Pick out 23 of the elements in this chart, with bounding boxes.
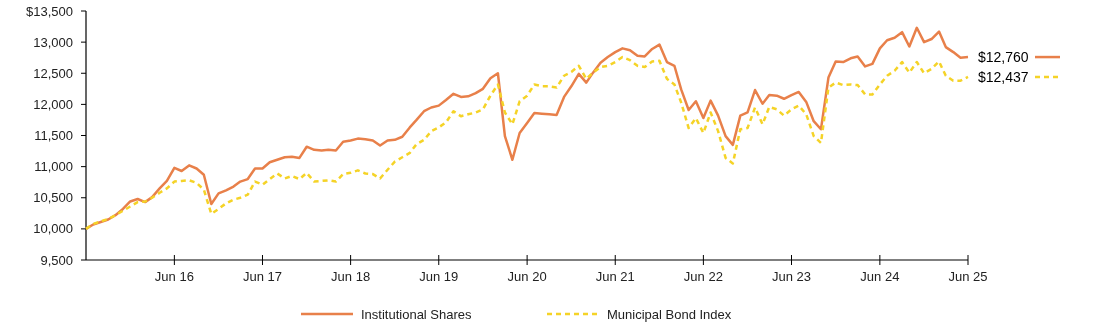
x-tick-label: Jun 25 bbox=[948, 269, 988, 284]
x-tick-label: Jun 22 bbox=[683, 269, 723, 284]
y-tick-label: 10,500 bbox=[33, 190, 73, 206]
y-tick-label: 9,500 bbox=[40, 252, 73, 268]
y-tick-label: 11,500 bbox=[34, 128, 73, 144]
x-tick-label: Jun 18 bbox=[331, 269, 371, 284]
x-tick-label: Jun 20 bbox=[507, 269, 547, 284]
legend-label: Municipal Bond Index bbox=[607, 306, 732, 322]
y-tick-label: 12,500 bbox=[33, 65, 73, 81]
y-tick-label: 11,000 bbox=[34, 159, 73, 175]
x-tick-label: Jun 21 bbox=[595, 269, 635, 284]
x-tick-label: Jun 23 bbox=[771, 269, 812, 284]
text: $12,760 bbox=[978, 48, 1029, 65]
y-tick-label: 13,000 bbox=[33, 34, 73, 50]
y-tick-label: $13,500 bbox=[26, 3, 73, 19]
x-tick-label: Jun 24 bbox=[860, 269, 900, 284]
y-tick-label: 12,000 bbox=[33, 96, 73, 112]
text: $12,437 bbox=[978, 68, 1029, 85]
x-tick-label: Jun 19 bbox=[419, 269, 459, 284]
x-tick-label: Jun 17 bbox=[242, 269, 283, 284]
y-tick-label: 10,000 bbox=[33, 221, 73, 237]
x-tick-label: Jun 16 bbox=[154, 269, 194, 284]
legend-label: Institutional Shares bbox=[361, 306, 473, 322]
